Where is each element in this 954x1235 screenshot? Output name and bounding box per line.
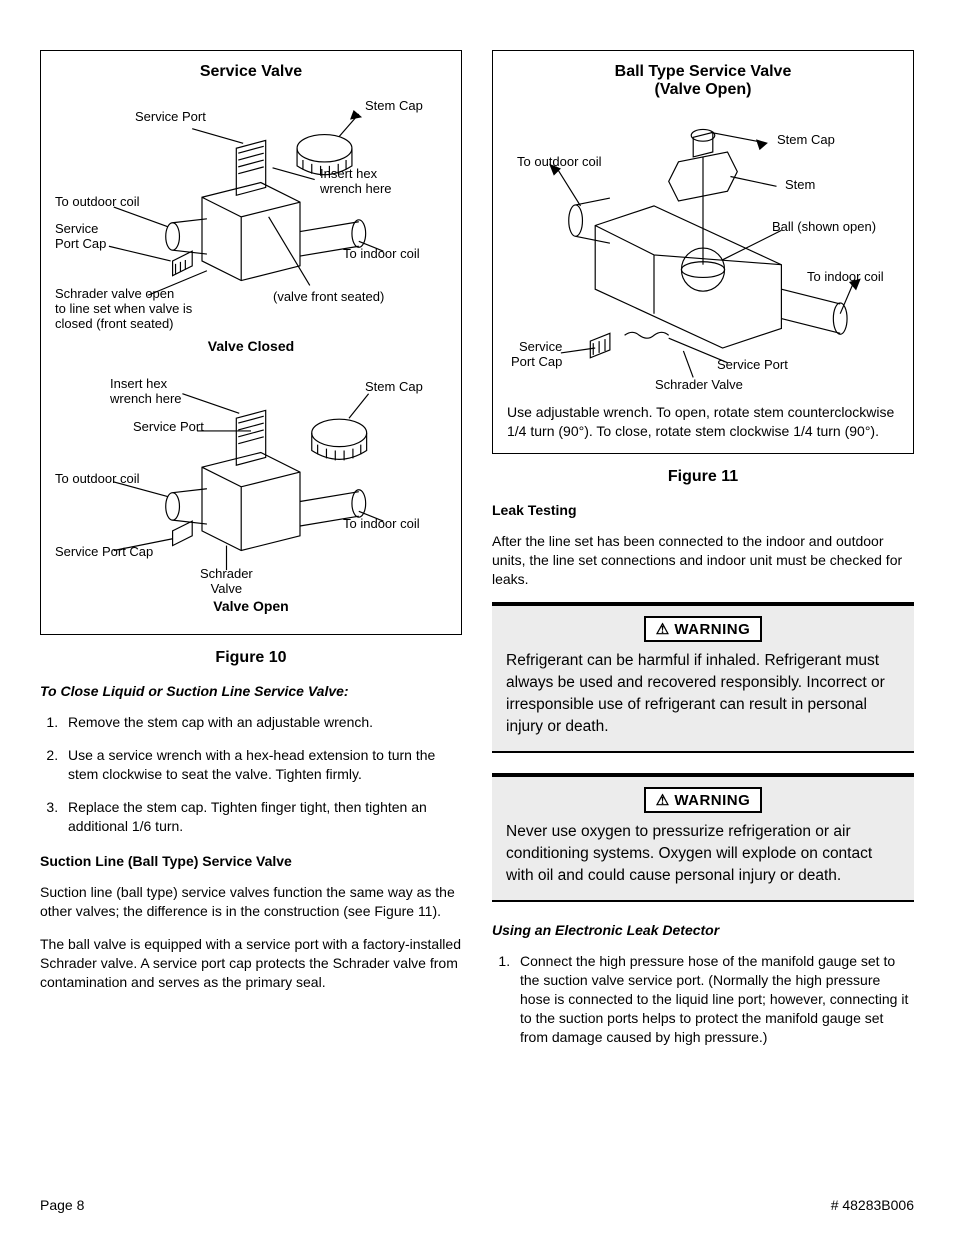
label-to-indoor-2: To indoor coil [343, 517, 420, 532]
figure-10-title: Service Valve [55, 63, 447, 81]
warning-label-2: ⚠ WARNING [644, 787, 763, 813]
label-to-indoor-3: To indoor coil [807, 270, 884, 285]
label-service-port: Service Port [135, 110, 206, 125]
figure-11-title: Ball Type Service Valve (Valve Open) [507, 63, 899, 99]
valve-open-subtitle: Valve Open [55, 598, 447, 614]
label-service-port-cap-3: Service Port Cap [511, 340, 562, 370]
valve-closed-diagram: Service Port Stem Cap Insert hex wrench … [55, 87, 447, 332]
figure-10-box: Service Valve [40, 50, 462, 635]
warning-icon: ⚠ [656, 621, 670, 638]
ball-type-heading: Suction Line (Ball Type) Service Valve [40, 853, 462, 869]
figure-11-box: Ball Type Service Valve (Valve Open) [492, 50, 914, 454]
label-schrader-2: Schrader Valve [200, 567, 253, 597]
warning-text-label-1: WARNING [674, 621, 750, 638]
step-2: Use a service wrench with a hex-head ext… [62, 746, 462, 784]
step-3: Replace the stem cap. Tighten finger tig… [62, 798, 462, 836]
label-insert-hex: Insert hex wrench here [320, 167, 392, 197]
label-front-seated: (valve front seated) [273, 290, 384, 305]
step-1: Remove the stem cap with an adjustable w… [62, 713, 462, 732]
warning-icon: ⚠ [656, 792, 670, 809]
label-to-outdoor-2: To outdoor coil [55, 472, 140, 487]
figure-11-caption: Figure 11 [492, 468, 914, 486]
label-ball: Ball (shown open) [772, 220, 876, 235]
label-service-port-cap-2: Service Port Cap [55, 545, 153, 560]
page-number: Page 8 [40, 1197, 84, 1213]
label-service-port-3: Service Port [717, 358, 788, 373]
valve-closed-subtitle: Valve Closed [55, 338, 447, 354]
close-valve-steps: Remove the stem cap with an adjustable w… [40, 713, 462, 835]
label-stem: Stem [785, 178, 815, 193]
label-to-indoor: To indoor coil [343, 247, 420, 262]
valve-open-diagram: Insert hex wrench here Stem Cap Service … [55, 362, 447, 592]
warning-label-1: ⚠ WARNING [644, 616, 763, 642]
leak-testing-p: After the line set has been connected to… [492, 532, 914, 589]
detector-heading: Using an Electronic Leak Detector [492, 922, 914, 938]
label-to-outdoor-3: To outdoor coil [517, 155, 602, 170]
warning-box-1: ⚠ WARNING Refrigerant can be harmful if … [492, 602, 914, 753]
warning-box-2: ⚠ WARNING Never use oxygen to pressurize… [492, 773, 914, 902]
label-insert-hex-2: Insert hex wrench here [110, 377, 182, 407]
ball-type-p2: The ball valve is equipped with a servic… [40, 935, 462, 992]
doc-number: # 48283B006 [831, 1197, 914, 1213]
figure-10-caption: Figure 10 [40, 649, 462, 667]
detector-step-1: Connect the high pressure hose of the ma… [514, 952, 914, 1046]
figure-11-note: Use adjustable wrench. To open, rotate s… [507, 403, 899, 441]
ball-valve-diagram: To outdoor coil Stem Cap Stem Ball (show… [507, 105, 899, 395]
label-service-port-cap: Service Port Cap [55, 222, 106, 252]
close-valve-heading: To Close Liquid or Suction Line Service … [40, 683, 462, 699]
warning-text-2: Never use oxygen to pressurize refrigera… [506, 821, 900, 886]
warning-text-label-2: WARNING [674, 792, 750, 809]
label-to-outdoor: To outdoor coil [55, 195, 140, 210]
label-stem-cap-2: Stem Cap [365, 380, 423, 395]
page-footer: Page 8 # 48283B006 [40, 1197, 914, 1213]
label-stem-cap-3: Stem Cap [777, 133, 835, 148]
leak-testing-heading: Leak Testing [492, 502, 914, 518]
label-schrader-3: Schrader Valve [655, 378, 743, 393]
label-schrader: Schrader valve open to line set when val… [55, 287, 192, 332]
label-stem-cap: Stem Cap [365, 99, 423, 114]
ball-type-p1: Suction line (ball type) service valves … [40, 883, 462, 921]
detector-steps: Connect the high pressure hose of the ma… [492, 952, 914, 1046]
label-service-port-2: Service Port [133, 420, 204, 435]
warning-text-1: Refrigerant can be harmful if inhaled. R… [506, 650, 900, 737]
